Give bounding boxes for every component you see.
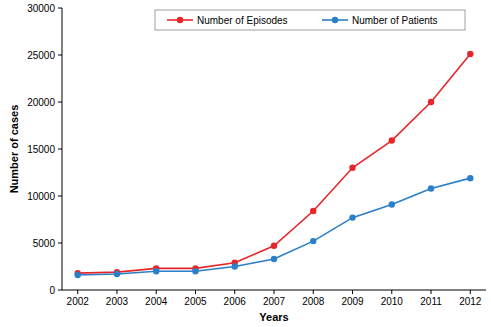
x-tick-label: 2002	[67, 296, 90, 307]
series-marker	[192, 268, 198, 274]
x-tick	[77, 290, 78, 294]
y-tick-label: 15000	[27, 144, 55, 155]
legend: Number of Episodes Number of Patients	[155, 10, 465, 30]
legend-marker	[332, 17, 338, 23]
y-tick-label: 30000	[27, 3, 55, 14]
x-tick-label: 2010	[381, 296, 404, 307]
y-tick-label: 10000	[27, 191, 55, 202]
series-marker	[271, 256, 277, 262]
series-marker	[467, 51, 473, 57]
x-tick-label: 2006	[224, 296, 247, 307]
y-tick	[58, 8, 62, 9]
series-line	[78, 54, 471, 273]
x-tick	[195, 290, 196, 294]
x-tick-label: 2008	[302, 296, 325, 307]
series-line	[78, 178, 471, 275]
plot-area	[75, 51, 474, 278]
y-tick	[58, 55, 62, 56]
series-marker	[75, 272, 81, 278]
chart: 0 5000 10000 15000 20000 25000 30000 2002 2003 20…	[0, 0, 491, 327]
series-marker	[349, 165, 355, 171]
y-tick-label: 5000	[33, 238, 56, 249]
x-tick-label: 2004	[145, 296, 168, 307]
legend-label: Number of Episodes	[197, 15, 288, 26]
legend-marker	[177, 17, 183, 23]
series-marker	[349, 214, 355, 220]
x-tick	[116, 290, 117, 294]
x-tick	[313, 290, 314, 294]
x-tick	[431, 290, 432, 294]
x-tick-label: 2011	[420, 296, 442, 307]
series-marker	[232, 263, 238, 269]
series-marker	[389, 137, 395, 143]
series-marker	[428, 99, 434, 105]
series-marker	[310, 238, 316, 244]
y-tick	[58, 290, 62, 291]
x-tick	[391, 290, 392, 294]
legend-label: Number of Patients	[352, 15, 438, 26]
x-tick	[470, 290, 471, 294]
y-tick-label: 20000	[27, 97, 55, 108]
y-tick	[58, 149, 62, 150]
x-tick-label: 2003	[106, 296, 129, 307]
y-tick	[58, 243, 62, 244]
series-marker	[310, 208, 316, 214]
x-tick	[234, 290, 235, 294]
series-marker	[389, 201, 395, 207]
series-marker	[271, 243, 277, 249]
y-tick-label: 25000	[27, 50, 55, 61]
series-marker	[428, 185, 434, 191]
x-tick-label: 2009	[341, 296, 364, 307]
legend-frame	[155, 10, 465, 30]
x-tick-label: 2012	[459, 296, 482, 307]
series-marker	[153, 268, 159, 274]
series-marker	[114, 271, 120, 277]
y-tick	[58, 102, 62, 103]
y-axis-label: Number of cases	[8, 105, 20, 194]
x-tick-label: 2007	[263, 296, 286, 307]
x-tick	[274, 290, 275, 294]
x-tick-label: 2005	[184, 296, 207, 307]
series-marker	[467, 175, 473, 181]
x-tick	[352, 290, 353, 294]
y-tick	[58, 196, 62, 197]
y-tick-label: 0	[49, 285, 55, 296]
x-axis-label: Years	[259, 311, 288, 323]
x-tick	[156, 290, 157, 294]
